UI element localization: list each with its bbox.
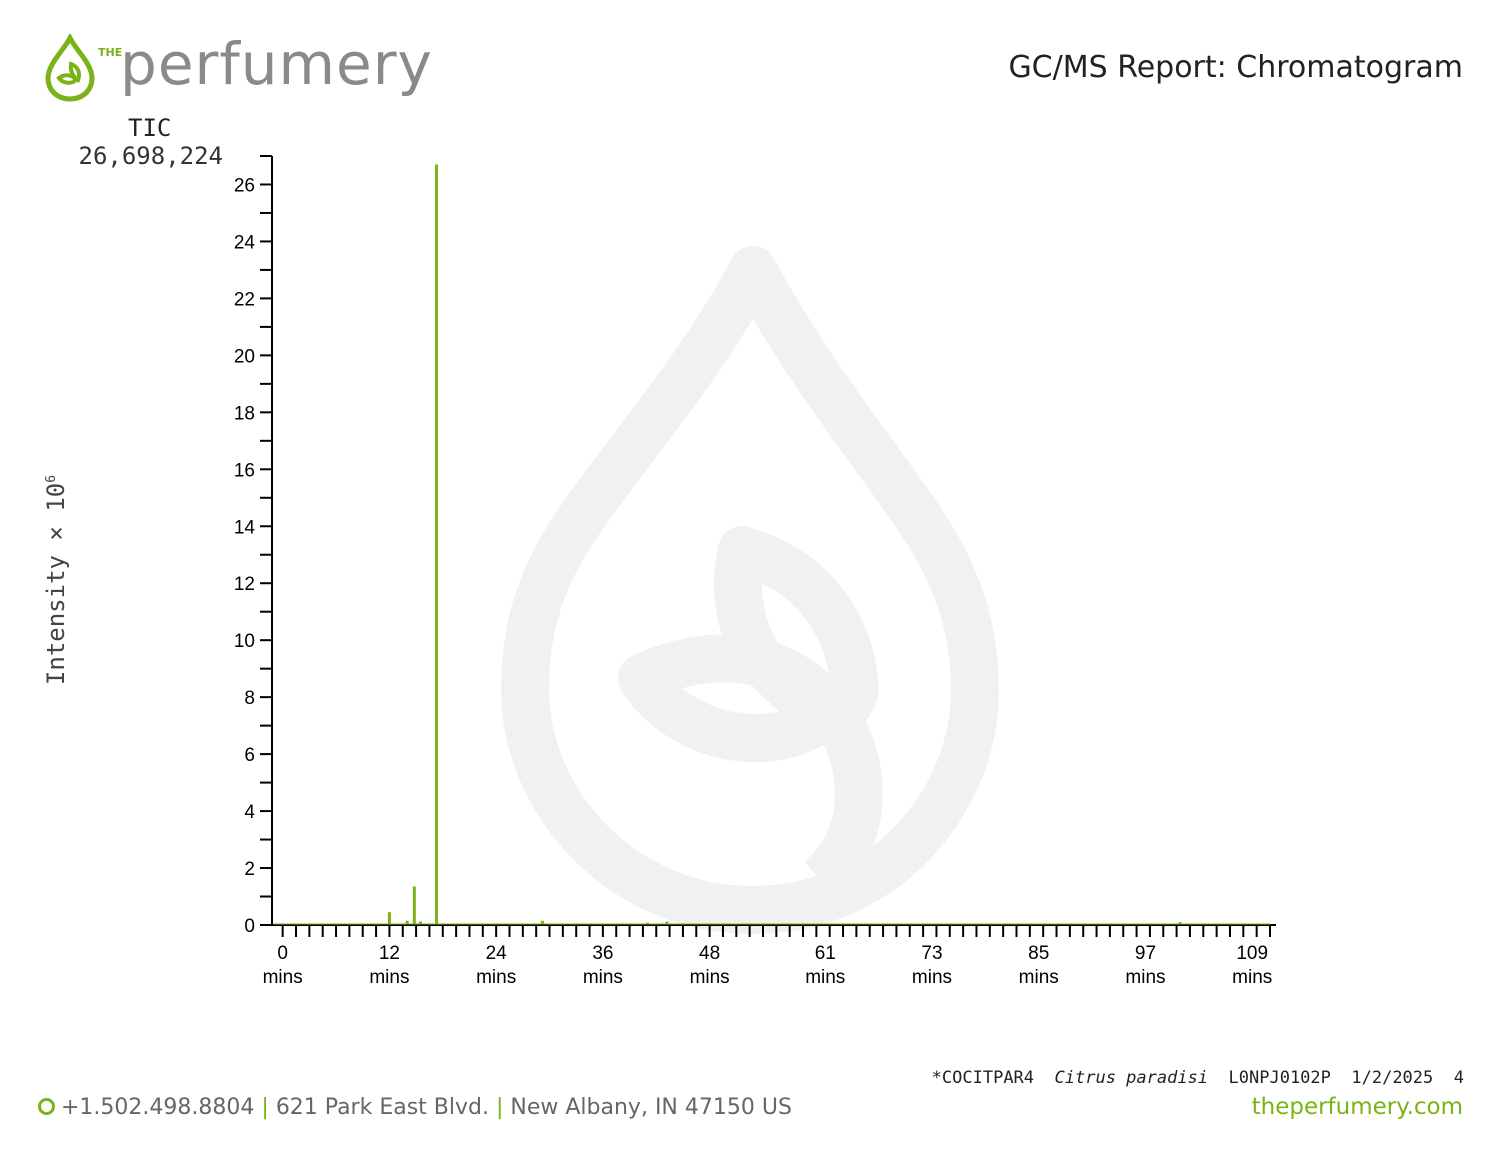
y-tick-label: 4 xyxy=(244,802,255,823)
y-tick-label: 2 xyxy=(244,859,255,880)
x-tick-unit-label: mins xyxy=(476,967,516,988)
x-tick-unit-label: mins xyxy=(912,967,952,988)
x-tick-label: 0 xyxy=(277,943,288,964)
y-tick-label: 26 xyxy=(234,175,255,196)
x-tick-unit-label: mins xyxy=(1019,967,1059,988)
x-tick-label: 109 xyxy=(1236,943,1268,964)
contact-line: +1.502.498.8804 | 621 Park East Blvd. | … xyxy=(38,1095,792,1120)
x-tick-unit-label: mins xyxy=(690,967,730,988)
report-title: GC/MS Report: Chromatogram xyxy=(1008,50,1463,85)
x-tick-label: 36 xyxy=(592,943,613,964)
x-tick-label: 12 xyxy=(379,943,400,964)
y-tick-label: 6 xyxy=(244,745,255,766)
x-tick-unit-label: mins xyxy=(263,967,303,988)
y-tick-label: 14 xyxy=(234,517,256,538)
divider: | xyxy=(261,1095,269,1120)
sample-species: Citrus paradisi xyxy=(1054,1068,1209,1088)
logo-wordmark: perfumery xyxy=(120,30,433,98)
tic-max-value: 26,698,224 xyxy=(78,142,224,170)
website-link[interactable]: theperfumery.com xyxy=(1251,1094,1463,1120)
x-tick-unit-label: mins xyxy=(1125,967,1165,988)
x-tick-unit-label: mins xyxy=(805,967,845,988)
x-tick-unit-label: mins xyxy=(369,967,409,988)
city-address: New Albany, IN 47150 US xyxy=(510,1095,792,1120)
x-tick-label: 85 xyxy=(1028,943,1049,964)
x-tick-unit-label: mins xyxy=(1232,967,1272,988)
tic-label: TIC xyxy=(128,114,172,142)
y-tick-label: 20 xyxy=(234,346,255,367)
y-tick-label: 16 xyxy=(234,460,255,481)
divider: | xyxy=(495,1095,504,1120)
sample-code: *COCITPAR4 xyxy=(931,1068,1035,1088)
x-tick-label: 24 xyxy=(486,943,508,964)
leaf-drop-icon xyxy=(45,34,95,102)
y-tick-label: 12 xyxy=(234,574,255,595)
x-tick-label: 61 xyxy=(815,943,836,964)
lot-number: L0NPJ0102P xyxy=(1228,1068,1331,1088)
y-tick-label: 22 xyxy=(234,289,255,310)
y-tick-label: 10 xyxy=(234,631,255,652)
phone-number: +1.502.498.8804 xyxy=(61,1095,255,1120)
x-tick-label: 73 xyxy=(921,943,942,964)
x-tick-unit-label: mins xyxy=(583,967,623,988)
street-address: 621 Park East Blvd. xyxy=(275,1095,489,1120)
y-tick-label: 18 xyxy=(234,403,255,424)
sample-meta: *COCITPAR4 Citrus paradisi L0NPJ0102P 1/… xyxy=(932,1068,1464,1088)
y-tick-label: 0 xyxy=(244,916,255,937)
y-tick-label: 24 xyxy=(234,232,256,253)
y-tick-label: 8 xyxy=(244,688,255,709)
page-number: 4 xyxy=(1453,1068,1464,1088)
x-tick-label: 97 xyxy=(1135,943,1156,964)
x-tick-label: 48 xyxy=(699,943,720,964)
circle-bullet-icon xyxy=(38,1097,55,1115)
report-date: 1/2/2025 xyxy=(1351,1068,1434,1088)
brand-logo: THE perfumery xyxy=(42,30,432,104)
